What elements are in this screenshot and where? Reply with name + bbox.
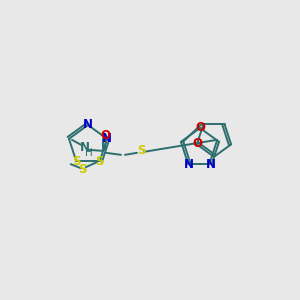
Text: S: S <box>137 144 145 157</box>
Text: S: S <box>95 155 103 168</box>
Text: O: O <box>195 121 205 134</box>
Text: O: O <box>193 137 203 150</box>
Text: O: O <box>100 129 110 142</box>
Text: N: N <box>206 158 216 171</box>
Text: N: N <box>83 118 93 131</box>
Text: N: N <box>184 158 194 171</box>
Text: N: N <box>80 141 90 154</box>
Text: N: N <box>102 132 112 145</box>
Text: S: S <box>79 163 87 176</box>
Text: H: H <box>85 148 93 158</box>
Text: S: S <box>73 155 81 168</box>
